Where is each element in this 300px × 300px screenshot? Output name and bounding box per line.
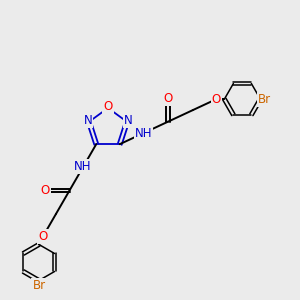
Text: NH: NH [135, 127, 152, 140]
Text: NH: NH [74, 160, 91, 173]
Text: N: N [84, 114, 92, 127]
Text: O: O [38, 230, 48, 243]
Text: O: O [164, 92, 173, 105]
Text: N: N [124, 114, 132, 127]
Text: Br: Br [258, 93, 271, 106]
Text: O: O [103, 100, 112, 113]
Text: O: O [212, 93, 221, 106]
Text: O: O [41, 184, 50, 197]
Text: Br: Br [32, 279, 46, 292]
